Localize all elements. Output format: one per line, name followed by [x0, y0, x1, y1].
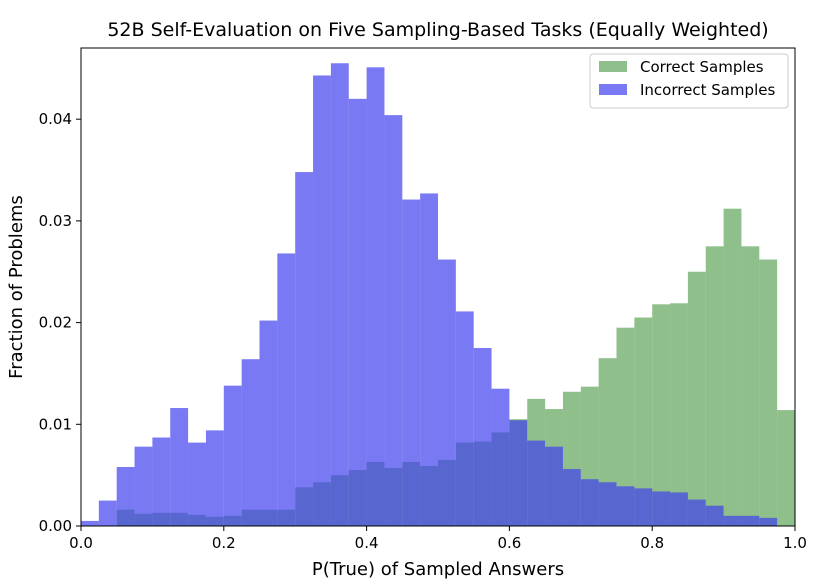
- x-tick-label: 0.8: [640, 534, 664, 552]
- histogram-bar: [223, 385, 242, 526]
- y-tick-label: 0.01: [39, 415, 72, 433]
- y-axis-label: Fraction of Problems: [6, 195, 27, 379]
- histogram-bar: [152, 437, 171, 526]
- x-axis-label: P(True) of Sampled Answers: [312, 559, 564, 580]
- histogram-bar: [670, 492, 688, 526]
- histogram-bar: [705, 246, 724, 526]
- histogram-bar: [509, 420, 528, 526]
- histogram-bar: [205, 430, 224, 526]
- histogram-bar: [741, 246, 760, 526]
- histogram-bar: [330, 63, 349, 527]
- histogram-bar: [473, 348, 492, 526]
- histogram-bar: [277, 253, 296, 526]
- histogram-bar: [759, 259, 778, 526]
- histogram-bar: [420, 193, 438, 527]
- histogram-bar: [652, 491, 671, 526]
- histogram-bar: [580, 479, 599, 526]
- x-tick-label: 0.2: [212, 534, 236, 552]
- plot-frame: [80, 47, 796, 527]
- y-tick-label: 0.04: [39, 110, 72, 128]
- histogram-bar: [562, 469, 581, 526]
- histogram-bar: [348, 98, 367, 526]
- histogram-bar: [295, 172, 314, 526]
- histogram-bar: [634, 317, 653, 526]
- histogram-bar: [634, 488, 653, 526]
- x-tick-label: 0.0: [69, 534, 93, 552]
- histogram-bar: [170, 408, 189, 526]
- histogram-bar: [366, 67, 385, 527]
- y-tick-label: 0.02: [39, 314, 72, 332]
- legend-label-correct: Correct Samples: [640, 58, 764, 76]
- histogram-bar: [741, 515, 760, 526]
- histogram-bar: [438, 259, 456, 526]
- histogram-bar: [670, 303, 688, 526]
- chart-title: 52B Self-Evaluation on Five Sampling-Bas…: [107, 19, 768, 41]
- histogram-bar: [241, 359, 260, 526]
- histogram-bar: [527, 440, 546, 526]
- y-tick-label: 0.03: [39, 212, 72, 230]
- histogram-bar: [616, 327, 635, 526]
- series-1: [81, 63, 778, 527]
- histogram-bar: [116, 467, 135, 526]
- histogram-bar: [402, 199, 421, 526]
- legend: Correct Samples Incorrect Samples: [589, 53, 789, 109]
- plot-area: [81, 63, 795, 527]
- histogram-bar: [723, 208, 742, 526]
- histogram-bar: [188, 442, 206, 526]
- legend-swatch-correct: [599, 61, 627, 72]
- x-tick-label: 0.4: [355, 534, 379, 552]
- y-axis: 0.00 0.01 0.02 0.03 0.04: [39, 110, 81, 535]
- histogram-bar: [455, 311, 474, 526]
- legend-label-incorrect: Incorrect Samples: [640, 81, 775, 99]
- x-tick-label: 1.0: [783, 534, 807, 552]
- histogram-bar: [723, 515, 742, 526]
- histogram-bar: [491, 388, 510, 526]
- histogram-bar: [652, 304, 671, 526]
- legend-box: [589, 53, 789, 109]
- histogram-bar: [545, 446, 563, 526]
- histogram-bar: [259, 320, 278, 526]
- histogram-bar: [81, 520, 99, 526]
- histogram-bar: [759, 517, 778, 526]
- histogram-bar: [98, 500, 117, 526]
- histogram-bar: [616, 486, 635, 526]
- histogram-bar: [134, 446, 153, 526]
- x-tick-label: 0.6: [497, 534, 521, 552]
- histogram-bar: [598, 482, 617, 526]
- histogram-bar: [777, 410, 795, 526]
- histogram-bar: [687, 499, 706, 526]
- y-tick-label: 0.00: [39, 517, 72, 535]
- legend-swatch-incorrect: [599, 84, 627, 95]
- histogram-bar: [705, 505, 724, 526]
- x-axis: 0.0 0.2 0.4 0.6 0.8 1.0: [69, 526, 807, 552]
- histogram-bar: [384, 115, 403, 526]
- histogram-bar: [313, 75, 331, 527]
- histogram-bar: [687, 271, 706, 526]
